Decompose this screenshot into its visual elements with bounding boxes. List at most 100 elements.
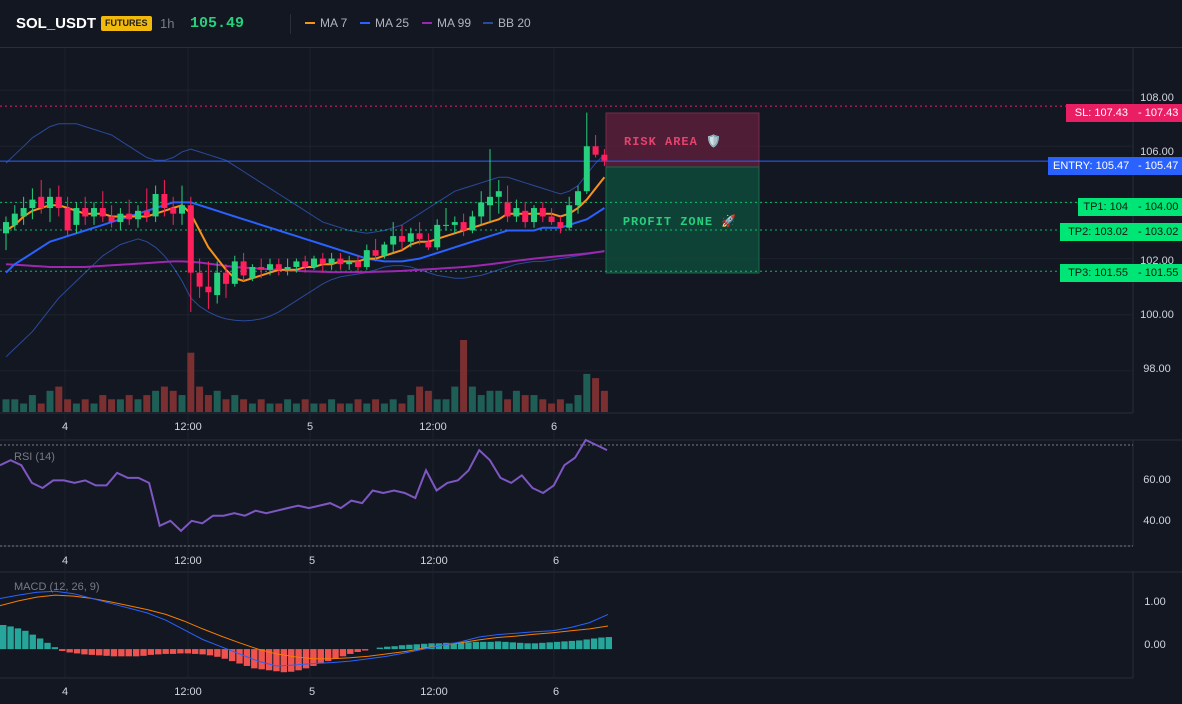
time-axis-rsi: 4 12:00 5 12:00 6 [62,555,559,567]
macd-histogram-bar [88,649,96,655]
volume-bar [11,399,19,412]
macd-histogram-bar [169,649,177,654]
macd-histogram-bar [502,641,509,650]
volume-bar [20,403,28,412]
timeframe-selector[interactable]: 1h [160,16,175,31]
macd-histogram-bar [36,638,44,650]
candle-body [179,205,185,214]
time-label: 12:00 [420,555,448,567]
candle-body [47,196,53,209]
time-label: 12:00 [419,421,447,433]
macd-signal-line [0,594,609,660]
sl-tag[interactable]: SL: 107.43 [1066,104,1133,122]
candle-body [451,222,458,225]
candle-body [407,233,414,242]
time-label: 5 [307,421,313,433]
tp1-tag[interactable]: TP1: 104 [1078,198,1133,216]
volume-bar [592,378,600,412]
volume-bar [363,403,371,412]
volume-bar [37,403,45,412]
candle-body [135,210,141,220]
volume-bar [460,340,468,412]
macd-histogram-bar [317,649,324,664]
macd-histogram-bar [221,649,228,659]
volume-bar [319,403,327,412]
volume-bar [108,399,116,412]
macd-histogram-bar [605,637,612,650]
macd-histogram-bar [443,642,450,650]
tp2-price-tag: - 103.02 [1133,223,1182,241]
macd-histogram-bar [0,625,7,650]
macd-histogram-bar [110,649,118,657]
grid-lines [0,48,1133,678]
candle-body [275,264,282,270]
candle-body [328,258,335,265]
macd-histogram-bar [384,646,391,650]
candle-body [381,244,388,256]
macd-histogram-bar [561,641,568,650]
macd-histogram-bar [406,644,413,650]
symbol-name[interactable]: SOL_USDT [16,15,97,32]
volume-bar [292,403,300,412]
candle-body [557,222,564,228]
macd-histogram-bar [302,649,310,669]
candle-body [293,261,300,267]
volume-bar [46,390,54,412]
macd-histogram-bar [539,642,546,650]
rsi-label: RSI (14) [14,451,55,463]
macd-axis-0: 0.00 [1144,639,1165,651]
candle-body [583,146,590,192]
time-label: 12:00 [174,555,202,567]
macd-histogram-bar [590,638,598,650]
macd-histogram-bar [347,649,354,654]
macd-histogram-bar [324,649,332,662]
macd-histogram-bar [398,645,406,650]
macd-histogram-bar [457,642,465,650]
candle-body [214,272,221,296]
legend-ma25[interactable]: MA 25 [360,16,409,30]
legend-ma25-label: MA 25 [375,16,410,30]
macd-histogram-bar [206,649,214,656]
entry-tag[interactable]: ENTRY: 105.47 [1048,157,1133,175]
candle-body [126,213,133,220]
volume-bar [451,386,459,412]
legend-ma99[interactable]: MA 99 [422,16,471,30]
candle-body [460,222,467,231]
volume-bar [486,390,494,412]
volume-bar [548,403,556,412]
candle-body [531,208,537,223]
candle-body [487,196,493,206]
macd-histogram-bar [162,649,169,654]
volume-bar [222,399,230,412]
macd-histogram-bar [480,641,487,650]
candle-body [223,272,229,284]
macd-histogram-bar [29,634,36,650]
candle-body [566,205,573,228]
profit-zone-box[interactable] [605,166,760,274]
risk-area-box[interactable] [605,112,760,168]
candle-body [267,264,273,270]
macd-histogram-bar [66,649,73,653]
candle-body [390,236,397,245]
candle-body [319,258,326,265]
tp3-tag[interactable]: TP3: 101.55 [1060,264,1133,282]
macd-histogram-bar [81,649,88,655]
price-axis-106: 106.00 [1140,146,1174,158]
volume-bar [72,403,80,412]
volume-bar [125,395,133,412]
macd-histogram-bar [228,649,236,662]
volume-bar [152,390,160,412]
tp2-tag[interactable]: TP2: 103.02 [1060,223,1133,241]
ma99-swatch [422,22,432,24]
legend-ma7[interactable]: MA 7 [305,16,347,30]
macd-histogram-bar [44,642,51,650]
candle-body [443,224,449,226]
volume-bar [477,395,485,412]
candle-body [73,208,80,225]
macd-histogram-bar [568,640,576,650]
volume-bar [442,399,450,412]
legend-bb20[interactable]: BB 20 [483,16,531,30]
macd-histogram-bar [177,649,184,654]
macd-histogram-bar [251,649,258,669]
